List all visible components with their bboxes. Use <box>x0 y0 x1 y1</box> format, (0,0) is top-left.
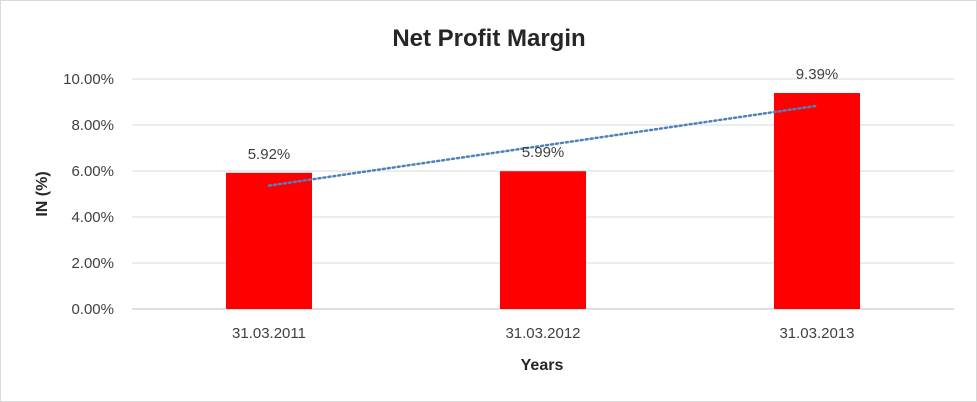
bars <box>226 93 860 309</box>
bar <box>774 93 860 309</box>
y-tick-label: 4.00% <box>71 209 114 226</box>
x-axis-title: Years <box>521 357 564 374</box>
y-tick-label: 10.00% <box>63 71 114 88</box>
y-tick-label: 0.00% <box>71 301 114 318</box>
bar <box>500 171 586 309</box>
y-tick-label: 2.00% <box>71 255 114 272</box>
x-tick-label: 31.03.2011 <box>232 325 306 342</box>
y-tick-label: 6.00% <box>71 163 114 180</box>
data-label: 5.99% <box>522 144 565 161</box>
bar <box>226 172 312 309</box>
chart-title: Net Profit Margin <box>392 25 585 52</box>
x-tick-label: 31.03.2013 <box>779 325 854 342</box>
x-tick-label: 31.03.2012 <box>505 325 580 342</box>
data-label: 9.39% <box>796 66 839 83</box>
trendline-series <box>267 104 819 187</box>
data-labels: 5.92% 5.99% 9.39% <box>248 66 839 163</box>
y-axis-title: IN (%) <box>34 171 51 216</box>
y-axis-ticks: 0.00% 2.00% 4.00% 6.00% 8.00% 10.00% <box>63 71 114 318</box>
x-axis-ticks: 31.03.2011 31.03.2012 31.03.2013 <box>232 325 855 342</box>
y-tick-label: 8.00% <box>71 117 114 134</box>
data-label: 5.92% <box>248 146 291 163</box>
trendline <box>267 104 819 187</box>
